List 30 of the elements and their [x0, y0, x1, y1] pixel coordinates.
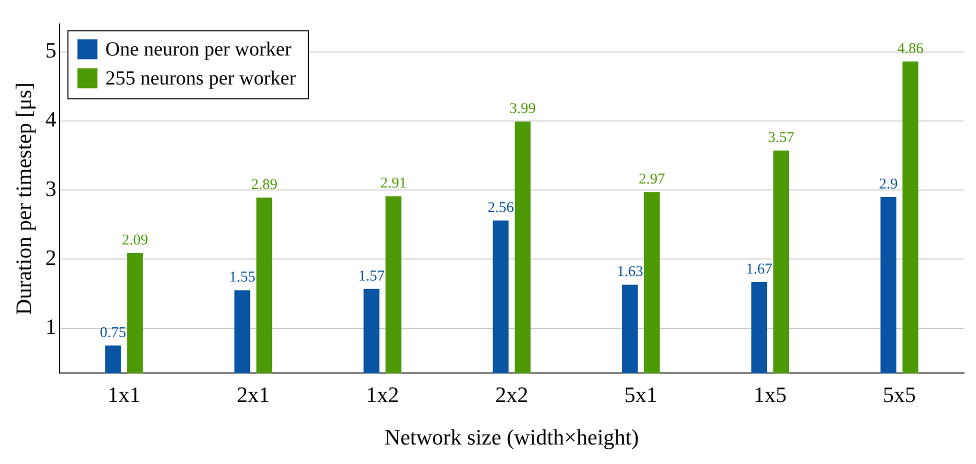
y-tick-label: 4	[45, 106, 56, 132]
x-tick-label: 5x1	[624, 382, 658, 408]
y-tick-label: 2	[45, 244, 56, 270]
data-label: 3.99	[510, 101, 536, 118]
data-label: 1.63	[616, 264, 644, 280]
x-axis-title: Network size (width×height)	[384, 424, 639, 450]
data-label: 2.09	[122, 232, 148, 248]
data-label: 2.89	[251, 177, 278, 194]
data-label: 2.9	[879, 176, 898, 192]
y-tick-label: 1	[45, 314, 56, 340]
data-label: 2.97	[638, 172, 666, 188]
legend-label: One neuron per worker	[105, 38, 292, 60]
data-label: 1.57	[358, 268, 386, 284]
data-label: 4.86	[897, 40, 924, 57]
x-tick-label: 2x1	[236, 382, 270, 408]
y-axis-title: Duration per timestep [μs]	[10, 82, 36, 315]
x-tick-label: 1x2	[366, 382, 399, 408]
y-tick-label: 5	[45, 38, 56, 63]
data-label: 3.57	[768, 130, 795, 146]
data-label: 1.55	[229, 270, 256, 286]
x-tick-label: 2x2	[495, 382, 528, 408]
data-label: 0.75	[100, 324, 126, 341]
legend-label: 255 neurons per worker	[105, 67, 296, 90]
x-tick-label: 1x1	[108, 382, 141, 408]
y-tick-label: 3	[45, 176, 56, 201]
data-label: 2.91	[380, 176, 407, 192]
x-tick-label: 5x5	[882, 382, 916, 408]
data-label: 2.56	[488, 200, 514, 216]
data-label: 1.67	[746, 261, 773, 278]
x-tick-label: 1x5	[754, 382, 787, 408]
